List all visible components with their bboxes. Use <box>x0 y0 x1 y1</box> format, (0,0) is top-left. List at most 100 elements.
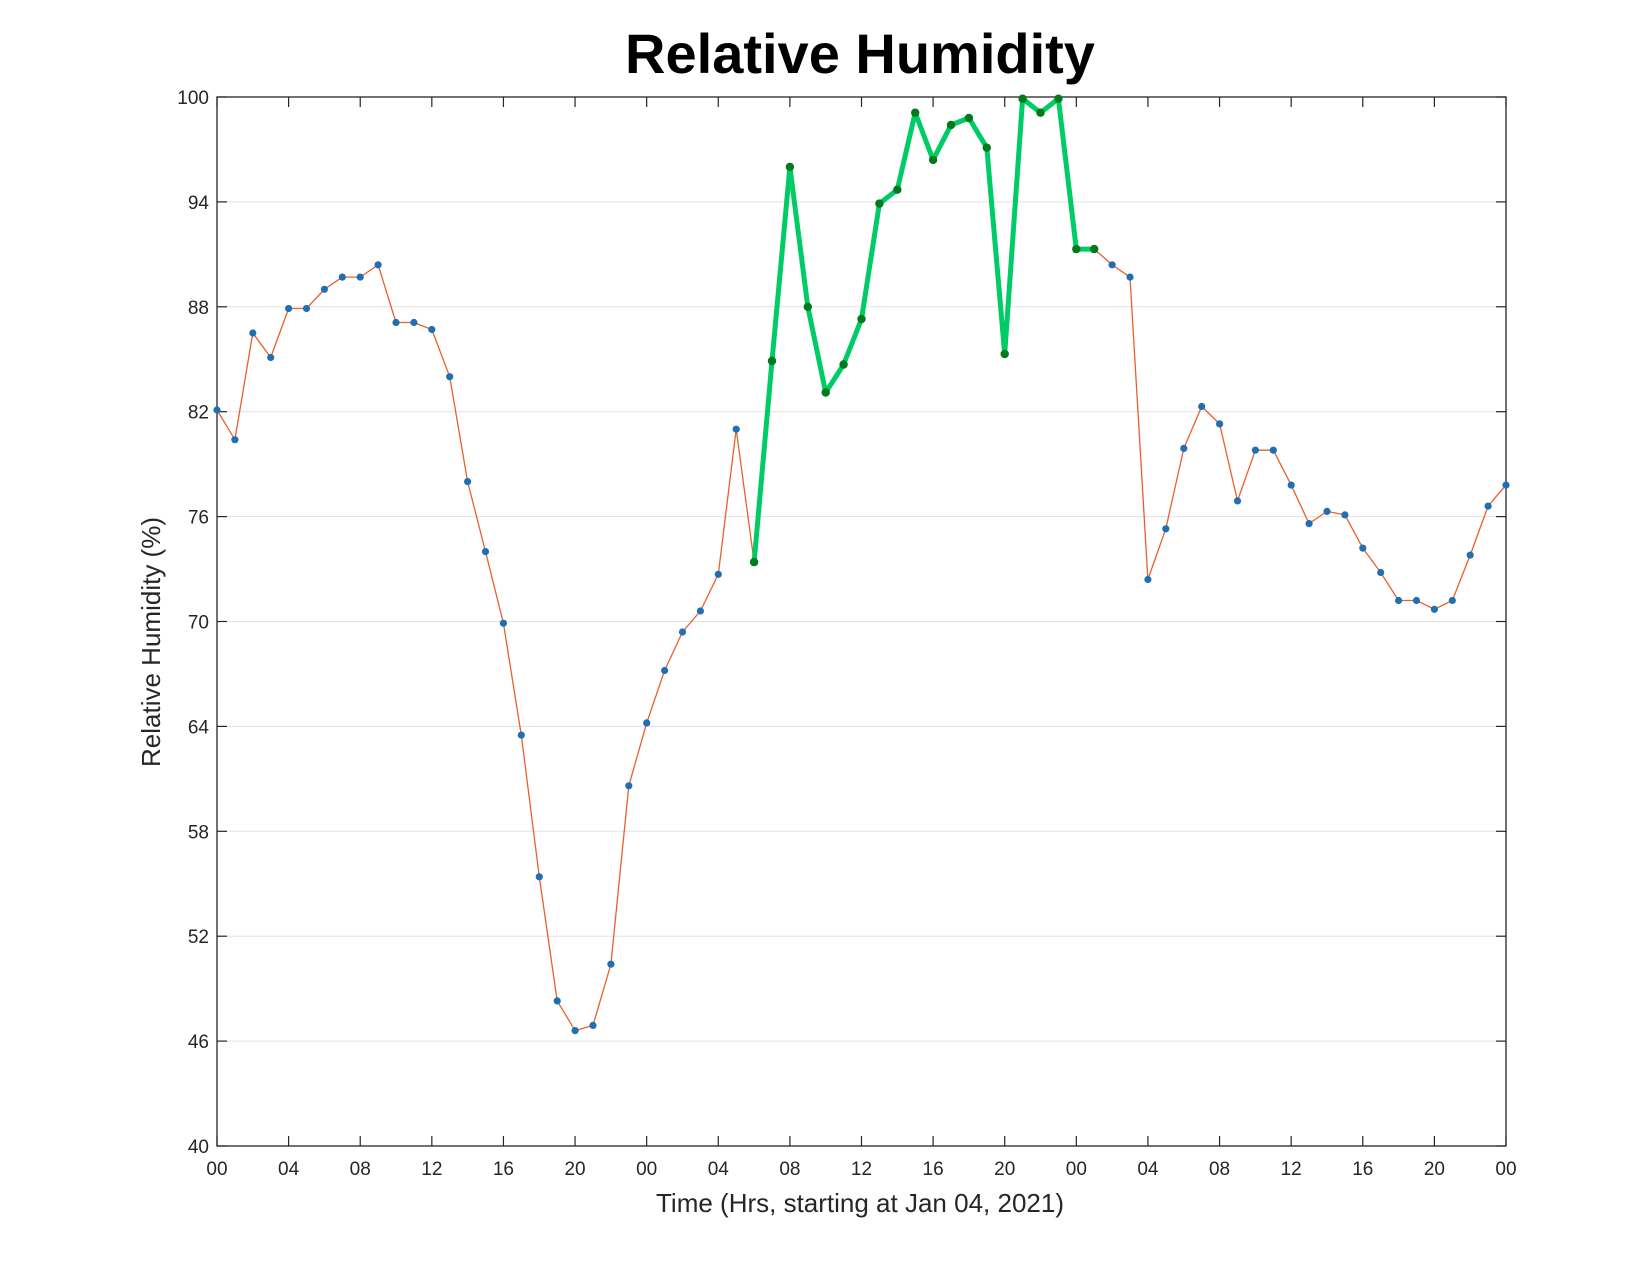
data-point <box>1216 420 1224 428</box>
data-point <box>320 285 328 293</box>
data-point <box>428 325 436 334</box>
data-point <box>714 570 722 578</box>
data-point <box>857 314 866 324</box>
data-point <box>1162 525 1170 533</box>
data-point <box>338 273 346 281</box>
y-tick-label: 52 <box>188 927 209 948</box>
data-point <box>785 162 795 172</box>
x-tick-label: 20 <box>994 1159 1015 1180</box>
data-point <box>607 960 615 968</box>
data-point <box>1305 520 1313 528</box>
data-point <box>446 373 454 381</box>
data-point <box>553 997 561 1005</box>
data-point <box>1108 261 1116 269</box>
data-point <box>661 666 669 675</box>
data-point <box>1233 497 1242 505</box>
data-point <box>1412 596 1421 605</box>
x-tick-label: 20 <box>1424 1159 1445 1180</box>
x-tick-label: 12 <box>851 1159 872 1180</box>
x-tick-label: 08 <box>779 1159 800 1180</box>
data-point <box>982 143 991 152</box>
data-point <box>875 199 884 208</box>
data-point <box>749 557 759 567</box>
data-point <box>392 318 400 327</box>
data-point <box>285 304 293 313</box>
data-point <box>1126 273 1134 281</box>
data-point <box>964 113 974 123</box>
data-point <box>213 406 221 414</box>
data-point <box>1341 511 1349 519</box>
x-tick-label: 04 <box>1137 1159 1159 1180</box>
x-tick-label: 16 <box>923 1159 944 1180</box>
data-point <box>1251 446 1259 454</box>
x-tick-label: 12 <box>1281 1159 1302 1180</box>
data-point <box>302 304 311 313</box>
y-tick-label: 40 <box>188 1137 209 1158</box>
data-point <box>589 1021 597 1029</box>
data-point <box>374 261 382 269</box>
data-point <box>696 607 705 615</box>
data-point <box>911 108 920 117</box>
data-point <box>839 360 848 369</box>
axis-ticks: 40 46 52 58 64 70 76 82 88 94 100 00 04 08 12 16 20 00 04 0… <box>177 88 1516 1180</box>
data-point <box>267 353 275 362</box>
x-tick-label: 08 <box>1209 1159 1230 1180</box>
y-tick-label: 46 <box>188 1032 209 1053</box>
data-point <box>481 548 490 556</box>
gridlines <box>217 201 1506 1042</box>
x-tick-label: 00 <box>1495 1159 1516 1180</box>
x-tick-label: 00 <box>636 1159 657 1180</box>
x-tick-label: 16 <box>493 1159 514 1180</box>
data-point <box>1466 551 1474 559</box>
data-point <box>946 120 956 130</box>
data-point <box>1000 349 1009 359</box>
series-0 <box>213 95 1510 1035</box>
x-tick-label: 12 <box>421 1159 442 1180</box>
data-point <box>1448 596 1456 605</box>
data-point <box>410 318 418 327</box>
y-tick-label: 76 <box>188 508 209 529</box>
data-point <box>1287 481 1295 489</box>
y-tick-label: 58 <box>188 822 209 843</box>
data-point <box>643 719 651 727</box>
x-axis-label: Time (Hrs, starting at Jan 04, 2021) <box>656 1188 1064 1218</box>
x-tick-label: 16 <box>1352 1159 1373 1180</box>
data-point <box>732 425 740 433</box>
data-point <box>1359 544 1367 552</box>
chart-title: Relative Humidity <box>625 22 1095 85</box>
data-point <box>1144 575 1152 584</box>
data-series <box>213 94 1510 1035</box>
x-tick-label: 00 <box>206 1159 227 1180</box>
data-point <box>571 1027 579 1035</box>
data-point <box>1484 502 1492 510</box>
y-tick-label: 82 <box>188 403 209 424</box>
data-point <box>1198 402 1206 411</box>
data-point <box>1018 94 1027 103</box>
data-point <box>625 782 633 790</box>
data-point <box>1054 94 1063 103</box>
data-point <box>1180 444 1188 452</box>
x-tick-label: 04 <box>278 1159 300 1180</box>
data-point <box>928 155 938 165</box>
data-point <box>1430 605 1438 613</box>
data-point <box>767 356 777 366</box>
data-point <box>356 273 364 281</box>
data-point <box>1072 244 1081 254</box>
data-point <box>678 628 687 636</box>
data-point <box>1395 596 1403 605</box>
series-line <box>216 98 1507 1032</box>
x-tick-label: 08 <box>350 1159 371 1180</box>
data-point <box>893 185 902 194</box>
data-point <box>499 619 507 627</box>
data-point <box>1036 108 1045 117</box>
y-tick-label: 64 <box>188 717 210 738</box>
data-point <box>803 302 812 311</box>
x-tick-label: 20 <box>564 1159 585 1180</box>
data-point <box>231 436 239 444</box>
data-point <box>517 731 525 739</box>
data-point <box>535 873 543 881</box>
x-tick-label: 00 <box>1066 1159 1087 1180</box>
x-tick-label: 04 <box>708 1159 730 1180</box>
data-point <box>1269 446 1277 454</box>
